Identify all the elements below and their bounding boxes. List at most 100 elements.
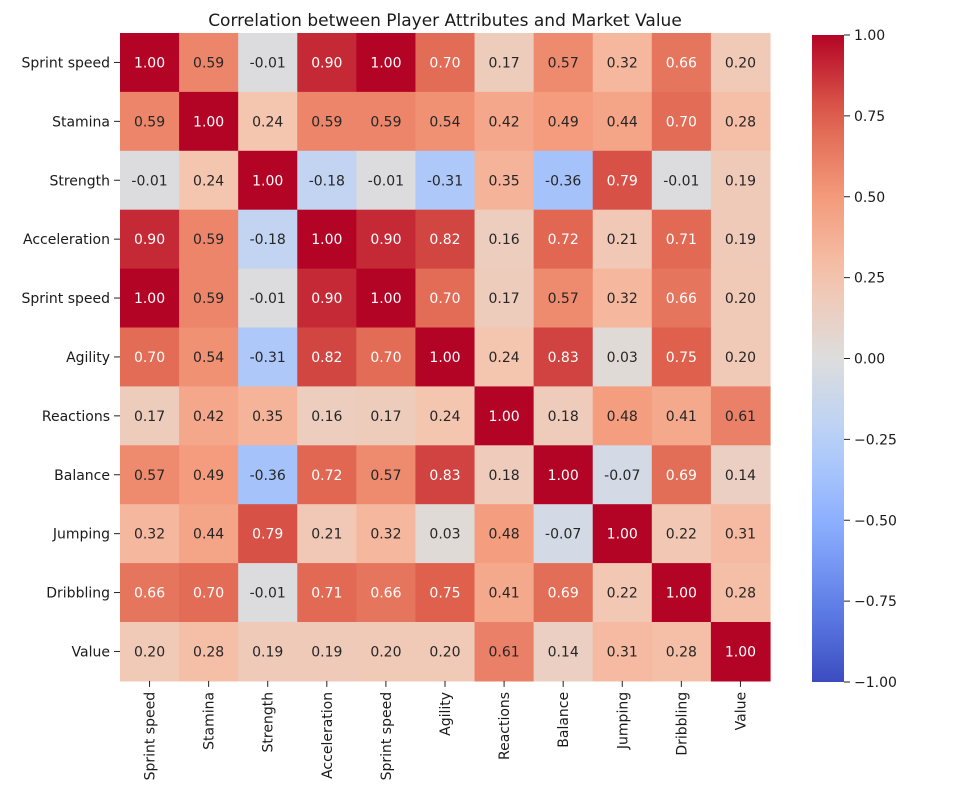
cell-value-label: 0.28 — [666, 644, 697, 660]
heatmap-cell — [415, 33, 476, 93]
cell-value-label: 0.66 — [370, 586, 401, 602]
heatmap-cell — [179, 327, 239, 387]
y-tick-label: Jumping — [52, 527, 110, 543]
y-tick-label: Sprint speed — [21, 55, 110, 71]
heatmap-cell — [356, 268, 417, 329]
cell-value-label: 0.72 — [311, 468, 342, 484]
cell-value-label: 0.48 — [488, 527, 519, 543]
cell-value-label: 0.57 — [134, 468, 165, 484]
cell-value-label: 0.19 — [725, 232, 756, 248]
cell-value-label: -0.18 — [250, 232, 286, 248]
cell-value-label: 1.00 — [725, 644, 756, 660]
cell-value-label: 0.20 — [725, 291, 756, 307]
heatmap-cell — [533, 268, 594, 329]
heatmap-cell — [179, 268, 239, 329]
cell-value-label: 0.28 — [725, 114, 756, 130]
heatmap-cell — [297, 563, 357, 623]
cell-value-label: 0.90 — [370, 232, 401, 248]
cell-value-label: 0.69 — [666, 468, 697, 484]
heatmap-cell — [120, 209, 180, 270]
heatmap-cell — [533, 445, 594, 505]
cell-value-label: 0.54 — [429, 114, 460, 130]
y-tick-label: Reactions — [42, 409, 110, 425]
cell-value-label: 0.16 — [488, 232, 519, 248]
heatmap-cell — [238, 563, 298, 623]
cell-value-label: 0.17 — [488, 55, 519, 71]
heatmap-cell — [710, 622, 771, 682]
heatmap-cell — [592, 91, 653, 152]
heatmap-cell — [120, 91, 180, 152]
heatmap-cell — [474, 563, 535, 623]
cell-value-label: 0.20 — [725, 350, 756, 366]
cell-value-label: 0.48 — [607, 409, 638, 425]
heatmap-cell — [238, 445, 298, 505]
cell-value-label: 1.00 — [134, 55, 165, 71]
cell-value-label: 0.90 — [311, 55, 342, 71]
cell-value-label: 0.42 — [488, 114, 519, 130]
cell-value-label: 1.00 — [429, 350, 460, 366]
heatmap-cell — [297, 504, 357, 564]
chart-title: Correlation between Player Attributes an… — [208, 11, 682, 31]
cell-value-label: 0.18 — [488, 468, 519, 484]
heatmap-cell — [356, 563, 417, 623]
heatmap-cell — [474, 209, 535, 270]
heatmap-cell — [474, 91, 535, 152]
heatmap-cell — [592, 563, 653, 623]
cell-value-label: 0.83 — [429, 468, 460, 484]
cell-value-label: 0.35 — [252, 409, 283, 425]
cell-value-label: -0.01 — [250, 586, 286, 602]
heatmap-cell — [651, 33, 712, 93]
cell-value-label: 0.17 — [134, 409, 165, 425]
heatmap-cell — [710, 445, 771, 505]
heatmap-cell — [651, 445, 712, 505]
heatmap-cell — [356, 150, 417, 211]
cell-value-label: 0.72 — [548, 232, 579, 248]
heatmap-cell — [179, 504, 239, 564]
heatmap-cell — [710, 268, 771, 329]
cell-value-label: 0.71 — [311, 586, 342, 602]
heatmap-cell — [356, 209, 417, 270]
heatmap-cell — [297, 209, 357, 270]
y-tick-label: Sprint speed — [21, 291, 110, 307]
cell-value-label: 0.75 — [666, 350, 697, 366]
cell-value-label: 0.19 — [311, 644, 342, 660]
cell-value-label: 0.70 — [193, 586, 224, 602]
cell-value-label: -0.01 — [250, 291, 286, 307]
heatmap-cell — [120, 445, 180, 505]
heatmap-cell — [238, 327, 298, 387]
heatmap-cell — [592, 150, 653, 211]
heatmap-cell — [179, 33, 239, 93]
colorbar-tick-label: −1.00 — [854, 675, 897, 691]
cell-value-label: 0.28 — [725, 586, 756, 602]
cell-value-label: 0.41 — [488, 586, 519, 602]
heatmap-cell — [356, 445, 417, 505]
cell-value-label: 0.41 — [666, 409, 697, 425]
heatmap-cell — [710, 33, 771, 93]
heatmap-cell — [474, 268, 535, 329]
cell-value-label: 0.22 — [666, 527, 697, 543]
heatmap-cell — [474, 327, 535, 387]
cell-value-label: 0.32 — [607, 55, 638, 71]
cell-value-label: 0.49 — [548, 114, 579, 130]
cell-value-label: 0.32 — [370, 527, 401, 543]
cell-value-label: 0.32 — [607, 291, 638, 307]
cell-value-label: 0.75 — [429, 586, 460, 602]
cell-value-label: 0.19 — [725, 173, 756, 189]
cell-value-label: -0.01 — [368, 173, 404, 189]
heatmap-cell — [120, 327, 180, 387]
cell-value-label: 1.00 — [607, 527, 638, 543]
cell-value-label: -0.07 — [545, 527, 581, 543]
cell-value-label: 0.31 — [725, 527, 756, 543]
heatmap-cell — [179, 209, 239, 270]
cell-value-label: -0.01 — [131, 173, 167, 189]
heatmap-cell — [356, 327, 417, 387]
heatmap-cell — [651, 91, 712, 152]
heatmap-cell — [592, 386, 653, 446]
cell-value-label: 0.14 — [548, 644, 579, 660]
cell-value-label: 0.90 — [134, 232, 165, 248]
cell-value-label: 0.59 — [370, 114, 401, 130]
cell-value-label: -0.18 — [309, 173, 345, 189]
cell-value-label: 1.00 — [370, 55, 401, 71]
cell-value-label: 0.57 — [548, 291, 579, 307]
cell-value-label: 0.24 — [488, 350, 519, 366]
